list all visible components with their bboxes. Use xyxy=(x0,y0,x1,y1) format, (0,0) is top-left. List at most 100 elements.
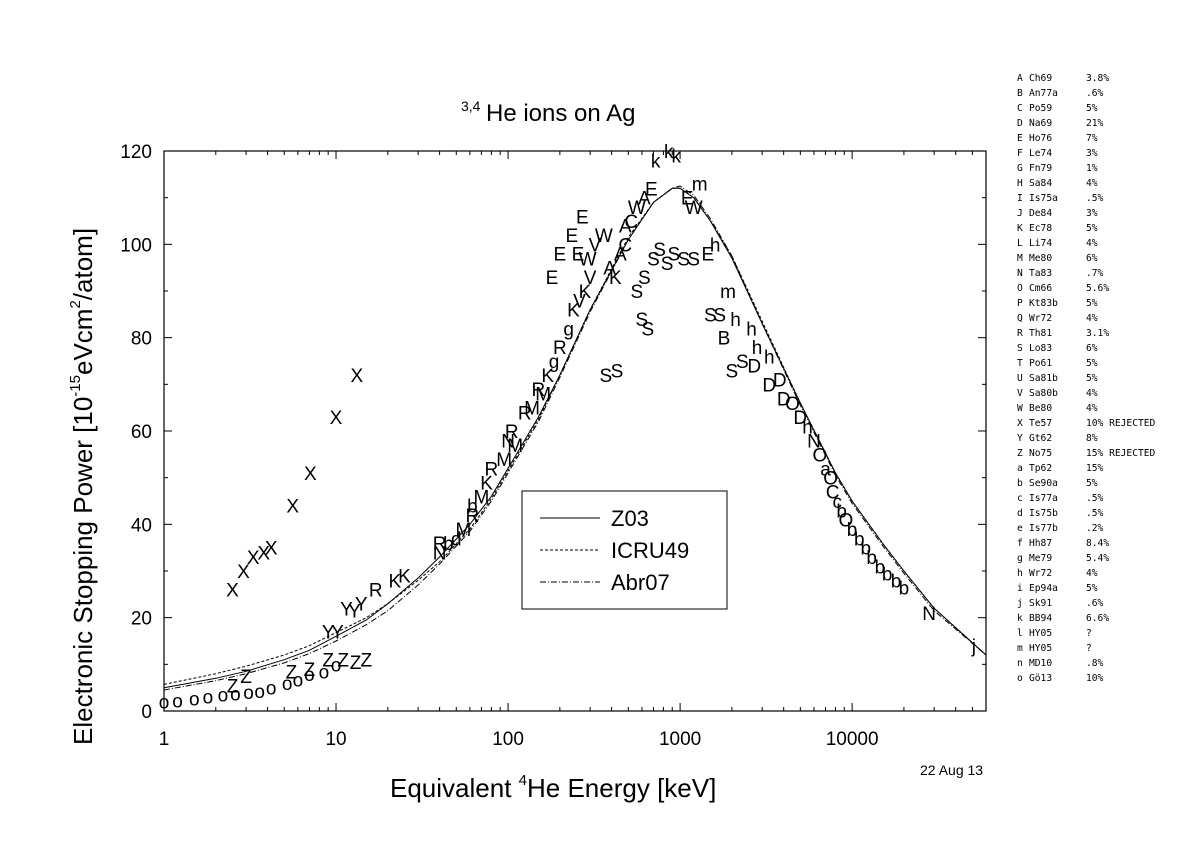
data-point-Y: Y xyxy=(331,623,344,644)
data-point-X: X xyxy=(330,408,343,429)
reference-name: Wr72 xyxy=(1029,313,1053,324)
reference-uncertainty: 5% xyxy=(1086,223,1098,234)
reference-uncertainty: 6.6% xyxy=(1086,613,1110,624)
data-point-R: R xyxy=(433,534,447,555)
y-tick-label: 0 xyxy=(141,702,152,723)
reference-code: h xyxy=(1017,568,1023,579)
reference-row: g Me79 5.4% xyxy=(1017,551,1155,566)
data-point-E: E xyxy=(702,245,715,266)
reference-code: l xyxy=(1017,628,1023,639)
data-point-R: R xyxy=(466,506,480,527)
reference-uncertainty: 5% xyxy=(1086,298,1098,309)
data-point-O: O xyxy=(785,394,800,415)
data-point-W: W xyxy=(685,198,703,219)
data-point-D: D xyxy=(747,357,761,378)
x-tick-label: 10 xyxy=(325,729,346,750)
y-axis-title-post: /atom] xyxy=(68,228,98,300)
reference-code: N xyxy=(1017,268,1023,279)
reference-uncertainty: .5% xyxy=(1086,193,1104,204)
reference-row: h Wr72 4% xyxy=(1017,566,1155,581)
data-point-O: O xyxy=(839,511,854,532)
data-point-b: b xyxy=(866,548,877,569)
reference-uncertainty: 5% xyxy=(1086,373,1098,384)
data-point-S: S xyxy=(630,282,643,303)
data-point-o: o xyxy=(293,670,304,691)
x-axis-title-pre: Equivalent xyxy=(390,773,519,803)
data-point-V: V xyxy=(573,291,586,312)
reference-code: k xyxy=(1017,613,1023,624)
data-point-K: K xyxy=(480,473,493,494)
data-point-Y: Y xyxy=(340,599,353,620)
reference-code: g xyxy=(1017,553,1023,564)
data-point-k: k xyxy=(672,147,682,168)
reference-code: X xyxy=(1017,418,1023,429)
reference-uncertainty: ? xyxy=(1086,643,1092,654)
reference-row: f Hh87 8.4% xyxy=(1017,536,1155,551)
reference-row: D Na69 21% xyxy=(1017,116,1155,131)
reference-name: Le74 xyxy=(1029,148,1053,159)
data-point-Z: Z xyxy=(322,651,334,672)
data-point-S: S xyxy=(599,366,612,387)
data-point-S: S xyxy=(668,245,681,266)
data-point-S: S xyxy=(726,361,739,382)
x-tick-label: 10000 xyxy=(826,729,879,750)
data-point-A: A xyxy=(603,259,616,280)
data-point-h: h xyxy=(710,235,721,256)
data-point-S: S xyxy=(687,249,700,270)
data-point-M: M xyxy=(455,520,471,541)
reference-code: i xyxy=(1017,583,1023,594)
x-tick-label: 1000 xyxy=(659,729,701,750)
reference-name: Tp62 xyxy=(1029,463,1053,474)
data-point-S: S xyxy=(611,361,624,382)
reference-uncertainty: 5.6% xyxy=(1086,283,1110,294)
data-point-E: E xyxy=(681,189,694,210)
data-point-N: N xyxy=(433,543,447,564)
y-tick-label: 40 xyxy=(131,515,152,536)
reference-uncertainty: 6% xyxy=(1086,343,1098,354)
reference-uncertainty: 4% xyxy=(1086,388,1098,399)
data-point-R: R xyxy=(553,338,567,359)
data-point-X: X xyxy=(286,497,299,518)
data-point-A: A xyxy=(638,189,651,210)
data-point-a: a xyxy=(820,459,831,480)
reference-code: K xyxy=(1017,223,1023,234)
data-point-k: k xyxy=(651,151,661,172)
data-point-b: b xyxy=(882,564,893,585)
data-point-S: S xyxy=(647,249,660,270)
y-tick-label: 60 xyxy=(131,422,152,443)
data-point-K: K xyxy=(389,571,402,592)
reference-name: Ho76 xyxy=(1029,133,1053,144)
reference-code: a xyxy=(1017,463,1023,474)
y-axis-title: Electronic Stopping Power [10-15eVcm2/at… xyxy=(67,228,98,745)
data-point-N: N xyxy=(807,431,821,452)
data-point-M: M xyxy=(473,487,489,508)
reference-uncertainty: 5% xyxy=(1086,583,1098,594)
reference-name: An77a xyxy=(1029,88,1058,99)
reference-uncertainty: .2% xyxy=(1086,523,1104,534)
data-point-Z: Z xyxy=(337,651,349,672)
reference-name: Th81 xyxy=(1029,328,1053,339)
reference-name: Po59 xyxy=(1029,103,1053,114)
reference-name: Sa80b xyxy=(1029,388,1058,399)
data-point-O: O xyxy=(823,469,838,490)
reference-uncertainty: 6% xyxy=(1086,253,1098,264)
data-point-C: C xyxy=(624,212,638,233)
y-axis-title-sup2: 2 xyxy=(67,300,84,308)
reference-row: A Ch69 3.8% xyxy=(1017,71,1155,86)
data-point-o: o xyxy=(266,679,277,700)
reference-uncertainty: 15% REJECTED xyxy=(1086,448,1156,459)
reference-uncertainty: 4% xyxy=(1086,238,1098,249)
reference-name: No75 xyxy=(1029,448,1053,459)
reference-row: a Tp62 15% xyxy=(1017,461,1155,476)
reference-code: c xyxy=(1017,493,1023,504)
y-axis-title-pre: Electronic Stopping Power [10 xyxy=(68,397,98,745)
reference-uncertainty: 4% xyxy=(1086,313,1098,324)
reference-code: Q xyxy=(1017,313,1023,324)
data-point-h: h xyxy=(746,319,757,340)
chart-title-text: He ions on Ag xyxy=(486,100,635,127)
data-point-b: b xyxy=(836,501,847,522)
reference-name: Gö13 xyxy=(1029,673,1053,684)
data-point-Z: Z xyxy=(286,662,298,683)
reference-uncertainty: 4% xyxy=(1086,178,1098,189)
data-point-Z: Z xyxy=(240,667,252,688)
